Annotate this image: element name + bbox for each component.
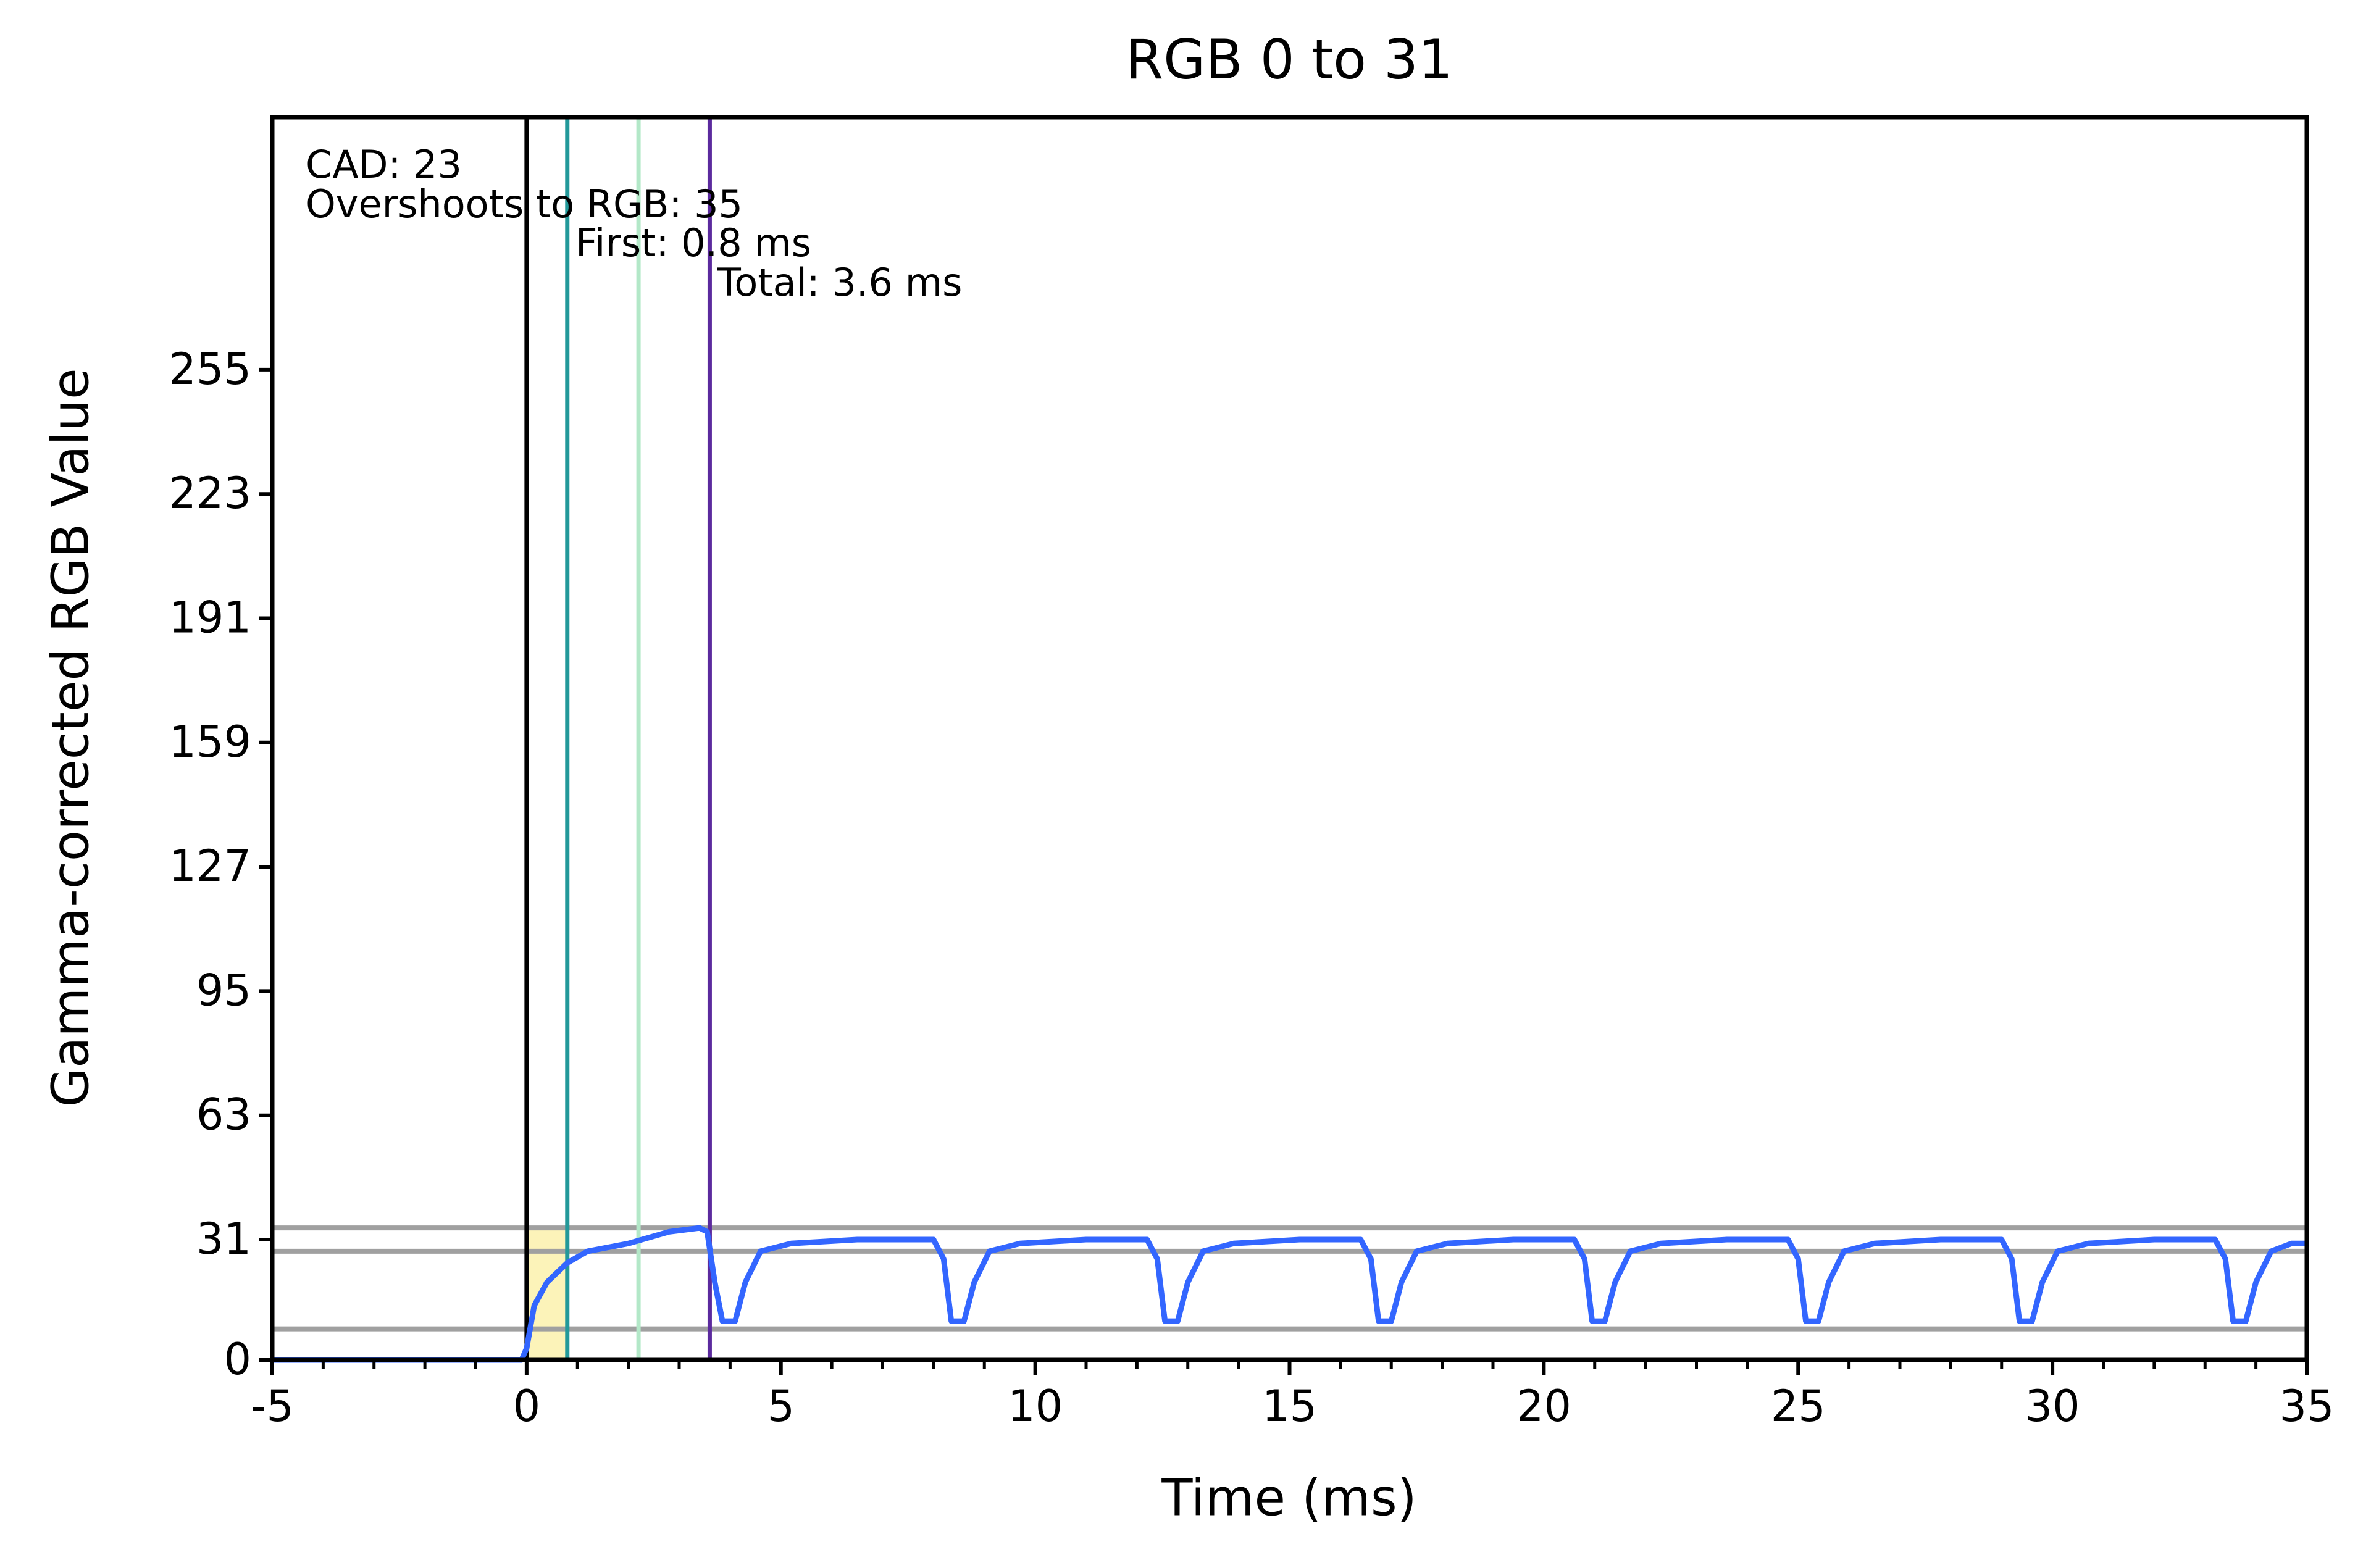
- annotation: First: 0.8 ms: [575, 220, 811, 265]
- annotation: Total: 3.6 ms: [717, 260, 962, 305]
- x-tick-label: 0: [513, 1381, 541, 1432]
- x-tick-label: 30: [2025, 1381, 2080, 1432]
- y-axis-title: Gamma-corrected RGB Value: [41, 368, 100, 1107]
- y-tick-label: 159: [169, 717, 251, 767]
- plot-frame: [270, 115, 2309, 1362]
- x-tick-label: 25: [1771, 1381, 1826, 1432]
- x-tick-label: 10: [1008, 1381, 1063, 1432]
- annotation: Overshoots to RGB: 35: [306, 181, 743, 227]
- y-tick-label: 191: [169, 593, 251, 643]
- y-tick-label: 95: [196, 965, 251, 1015]
- data-line: [272, 1225, 2307, 1363]
- x-tick-label: 15: [1262, 1381, 1317, 1432]
- y-tick-label: 0: [224, 1334, 251, 1385]
- annotation: CAD: 23: [306, 142, 462, 187]
- y-tick-label: 127: [169, 841, 251, 891]
- x-tick-label: 5: [767, 1381, 795, 1432]
- y-tick-label: 255: [169, 344, 251, 394]
- y-tick-label: 223: [169, 468, 251, 519]
- x-tick-label: 20: [1516, 1381, 1571, 1432]
- x-tick-label: -5: [251, 1381, 294, 1432]
- chart-title: RGB 0 to 31: [1126, 28, 1453, 91]
- highlight-region: [526, 1228, 567, 1360]
- x-axis-title: Time (ms): [1161, 1469, 1416, 1527]
- x-tick-label: 35: [2279, 1381, 2334, 1432]
- y-tick-label: 31: [196, 1214, 251, 1264]
- y-tick-label: 63: [196, 1090, 251, 1140]
